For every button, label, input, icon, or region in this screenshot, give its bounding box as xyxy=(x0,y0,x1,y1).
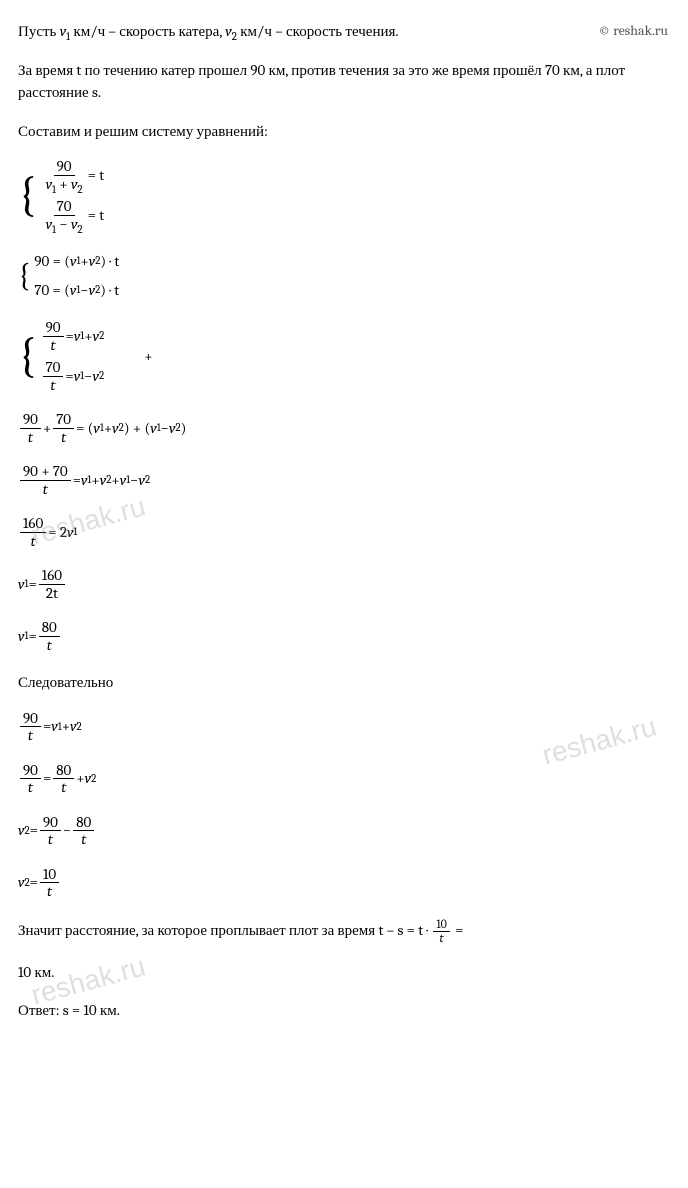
paragraph-2: За время t по течению катер прошел 90 км… xyxy=(18,59,670,104)
text: км/ч – скорость катера, xyxy=(70,22,225,40)
equation-system-2: { 90 = (v1 + v2) · t 70 = (v1 − v2) · t xyxy=(18,250,670,301)
brace-icon: { xyxy=(18,263,30,289)
den: v1 − v2 xyxy=(43,216,86,233)
equation-7: 90t + 70t = (v1 + v2) + (v1 − v2) xyxy=(18,411,670,445)
equation-system-1: { 90v1 + v2 = t 70v1 − v2 = t xyxy=(18,158,670,232)
equation-15: v2 = 10t xyxy=(18,866,670,900)
paragraph-4: Следовательно xyxy=(18,671,670,694)
equation-8: 90 + 70t = v1 + v2 + v1 − v2 xyxy=(18,463,670,497)
brace-icon: { xyxy=(18,337,37,375)
text: Пусть xyxy=(18,22,60,40)
answer-line: Ответ: s = 10 км. xyxy=(18,999,670,1022)
paragraph-5: Значит расстояние, за которое проплывает… xyxy=(18,918,670,945)
copyright-text: © reshak.ru xyxy=(598,20,668,41)
equation-9: 160t = 2v1 xyxy=(18,515,670,549)
equation-11: v1 = 80t xyxy=(18,619,670,653)
equation-system-3: { 90t = v1 + v2 70t = v1 − v2 + xyxy=(18,319,670,393)
paragraph-5b: 10 км. xyxy=(18,961,670,984)
plus-operator: + xyxy=(144,345,152,368)
paragraph-3: Составим и решим систему уравнений: xyxy=(18,120,670,143)
den: v1 + v2 xyxy=(43,176,86,193)
num: 70 xyxy=(54,198,75,216)
equation-14: v2 = 90t − 80t xyxy=(18,814,670,848)
equation-13: 90t = 80t + v2 xyxy=(18,762,670,796)
brace-icon: { xyxy=(18,176,37,214)
equation-12: 90t = v1 + v2 xyxy=(18,710,670,744)
text: км/ч – скорость течения. xyxy=(237,22,399,40)
rhs: = t xyxy=(88,164,105,187)
equation-10: v1 = 1602t xyxy=(18,567,670,601)
rhs: = t xyxy=(88,204,105,227)
num: 90 xyxy=(54,158,75,176)
intro-line: Пусть v1 км/ч – скорость катера, v2 км/ч… xyxy=(18,20,670,43)
